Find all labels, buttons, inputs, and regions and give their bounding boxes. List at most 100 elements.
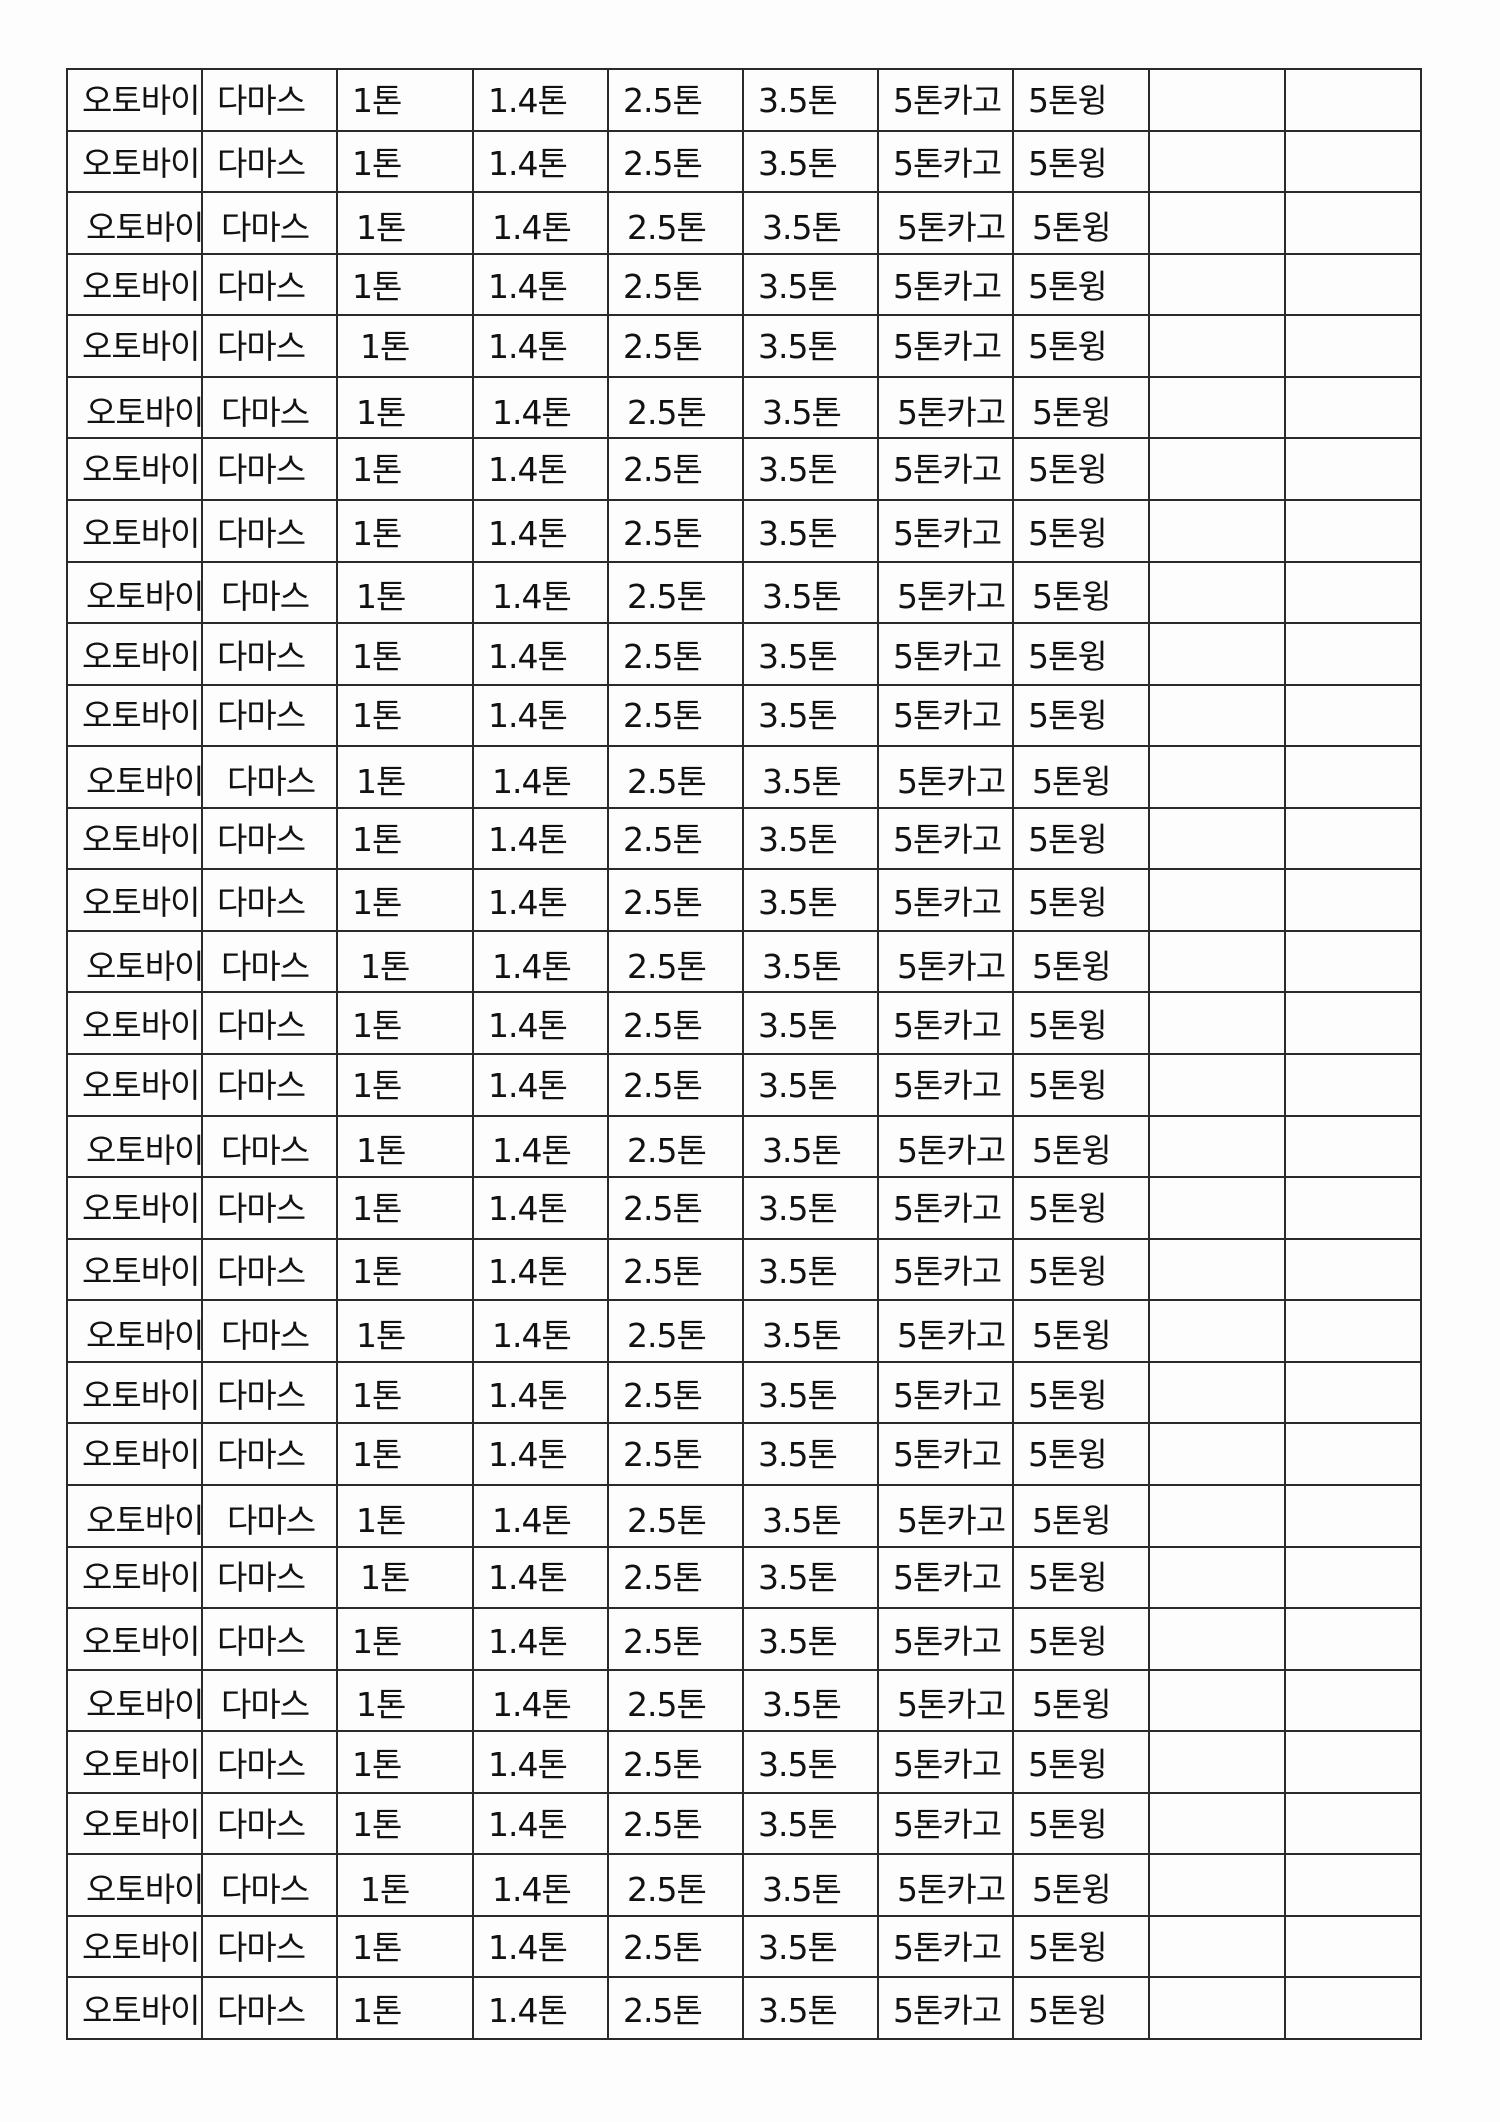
cell-3-5ton: 3.5톤 [742, 1914, 879, 1979]
cell-blank-b [1284, 1237, 1422, 1302]
handwritten-label: 3.5톤 [758, 327, 838, 367]
cell-motorcycle: 오토바이 [66, 929, 203, 994]
cell-damas: 다마스 [201, 1237, 338, 1302]
handwritten-label: 오토바이 [82, 513, 200, 553]
cell-damas: 다마스 [201, 498, 338, 563]
handwritten-label: 5톤윙 [1028, 80, 1108, 120]
handwritten-label: 다마스 [217, 819, 306, 859]
cell-5ton-cargo: 5톤카고 [877, 314, 1014, 378]
cell-damas: 다마스 [201, 375, 338, 440]
handwritten-label: 3.5톤 [758, 267, 838, 307]
cell-blank-a [1148, 375, 1286, 440]
cell-1-4ton: 1.4톤 [472, 683, 609, 748]
cell-5ton-wing: 5톤윙 [1012, 1483, 1150, 1548]
cell-1-4ton: 1.4톤 [472, 1053, 609, 1117]
handwritten-label: 5톤윙 [1032, 946, 1112, 986]
cell-5ton-wing: 5톤윙 [1012, 191, 1150, 255]
table-row: 오토바이 다마스 1톤 1.4톤 2.5톤 3.5톤 5톤카고 5톤윙 [66, 1545, 1422, 1610]
handwritten-label: 5톤윙 [1028, 1006, 1108, 1046]
handwritten-label: 다마스 [217, 1065, 306, 1105]
cell-motorcycle: 오토바이 [66, 498, 203, 563]
cell-5ton-wing: 5톤윙 [1012, 991, 1150, 1055]
handwritten-label: 오토바이 [82, 1375, 200, 1415]
table-row: 오토바이 다마스 1톤 1.4톤 2.5톤 3.5톤 5톤카고 5톤윙 [66, 191, 1422, 255]
cell-1ton: 1톤 [336, 498, 474, 563]
cell-motorcycle: 오토바이 [66, 683, 203, 748]
cell-2-5ton: 2.5톤 [607, 1053, 744, 1117]
handwritten-label: 3.5톤 [758, 696, 838, 736]
cell-damas: 다마스 [201, 745, 338, 809]
handwritten-label: 2.5톤 [623, 819, 703, 859]
handwritten-label: 3.5톤 [758, 1804, 838, 1844]
cell-5ton-wing: 5톤윙 [1012, 314, 1150, 378]
cell-blank-a [1148, 1176, 1286, 1240]
table-row: 오토바이 다마스 1톤 1.4톤 2.5톤 3.5톤 5톤카고 5톤윙 [66, 806, 1422, 871]
cell-5ton-wing: 5톤윙 [1012, 252, 1150, 317]
cell-3-5ton: 3.5톤 [742, 1791, 879, 1856]
handwritten-label: 5톤윙 [1028, 267, 1108, 307]
handwritten-label: 5톤카고 [893, 80, 1002, 120]
handwritten-label: 5톤카고 [893, 819, 1002, 859]
handwritten-label: 5톤카고 [893, 144, 1002, 184]
handwritten-label: 3.5톤 [758, 1927, 838, 1967]
cell-1-4ton: 1.4톤 [472, 314, 609, 378]
handwritten-label: 2.5톤 [623, 1744, 703, 1784]
cell-5ton-wing: 5톤윙 [1012, 1607, 1150, 1671]
cell-blank-b [1284, 375, 1422, 440]
cell-blank-a [1148, 868, 1286, 932]
handwritten-label: 1톤 [356, 1316, 406, 1356]
cell-2-5ton: 2.5톤 [607, 1976, 744, 2040]
cell-motorcycle: 오토바이 [66, 1053, 203, 1117]
cell-blank-b [1284, 1976, 1422, 2040]
table-row: 오토바이 다마스 1톤 1.4톤 2.5톤 3.5톤 5톤카고 5톤윙 [66, 1607, 1422, 1671]
handwritten-label: 3.5톤 [758, 1991, 838, 2031]
handwritten-label: 다마스 [217, 1744, 306, 1784]
handwritten-label: 다마스 [217, 144, 306, 184]
table-row: 오토바이 다마스 1톤 1.4톤 2.5톤 3.5톤 5톤카고 5톤윙 [66, 68, 1422, 132]
handwritten-label: 5톤카고 [893, 883, 1002, 923]
handwritten-label: 2.5톤 [623, 696, 703, 736]
cell-1-4ton: 1.4톤 [472, 1176, 609, 1240]
cell-5ton-cargo: 5톤카고 [877, 1976, 1014, 2040]
cell-5ton-cargo: 5톤카고 [877, 683, 1014, 748]
cell-3-5ton: 3.5톤 [742, 1360, 879, 1425]
handwritten-label: 2.5톤 [623, 144, 703, 184]
handwritten-label: 1.4톤 [488, 1435, 568, 1475]
cell-5ton-wing: 5톤윙 [1012, 1730, 1150, 1794]
handwritten-label: 2.5톤 [623, 1065, 703, 1105]
cell-2-5ton: 2.5톤 [607, 1668, 744, 1733]
handwritten-label: 다마스 [221, 1316, 310, 1356]
cell-blank-a [1148, 1730, 1286, 1794]
cell-blank-b [1284, 437, 1422, 501]
cell-5ton-cargo: 5톤카고 [877, 252, 1014, 317]
cell-5ton-wing: 5톤윙 [1012, 683, 1150, 748]
handwritten-label: 5톤카고 [893, 327, 1002, 367]
handwritten-label: 1.4톤 [488, 1006, 568, 1046]
handwritten-label: 5톤윙 [1028, 1927, 1108, 1967]
handwritten-label: 3.5톤 [758, 1621, 838, 1661]
cell-damas: 다마스 [201, 683, 338, 748]
table-row: 오토바이 다마스 1톤 1.4톤 2.5톤 3.5톤 5톤카고 5톤윙 [66, 437, 1422, 501]
cell-1-4ton: 1.4톤 [472, 1668, 609, 1733]
cell-5ton-cargo: 5톤카고 [877, 622, 1014, 686]
handwritten-label: 5톤윙 [1028, 883, 1108, 923]
cell-1ton: 1톤 [336, 683, 474, 748]
cell-5ton-cargo: 5톤카고 [877, 375, 1014, 440]
cell-motorcycle: 오토바이 [66, 1176, 203, 1240]
handwritten-label: 5톤윙 [1028, 819, 1108, 859]
cell-2-5ton: 2.5톤 [607, 622, 744, 686]
cell-5ton-cargo: 5톤카고 [877, 1360, 1014, 1425]
cell-5ton-wing: 5톤윙 [1012, 622, 1150, 686]
cell-blank-a [1148, 252, 1286, 317]
cell-1ton: 1톤 [336, 191, 474, 255]
handwritten-label: 5톤카고 [897, 1870, 1006, 1910]
handwritten-label: 2.5톤 [623, 636, 703, 676]
cell-motorcycle: 오토바이 [66, 745, 203, 809]
cell-motorcycle: 오토바이 [66, 622, 203, 686]
handwritten-label: 1톤 [360, 1558, 410, 1598]
cell-2-5ton: 2.5톤 [607, 1360, 744, 1425]
handwritten-label: 오토바이 [82, 883, 200, 923]
handwritten-label: 5톤카고 [893, 1804, 1002, 1844]
handwritten-label: 다마스 [227, 761, 316, 801]
cell-1ton: 1톤 [336, 437, 474, 501]
